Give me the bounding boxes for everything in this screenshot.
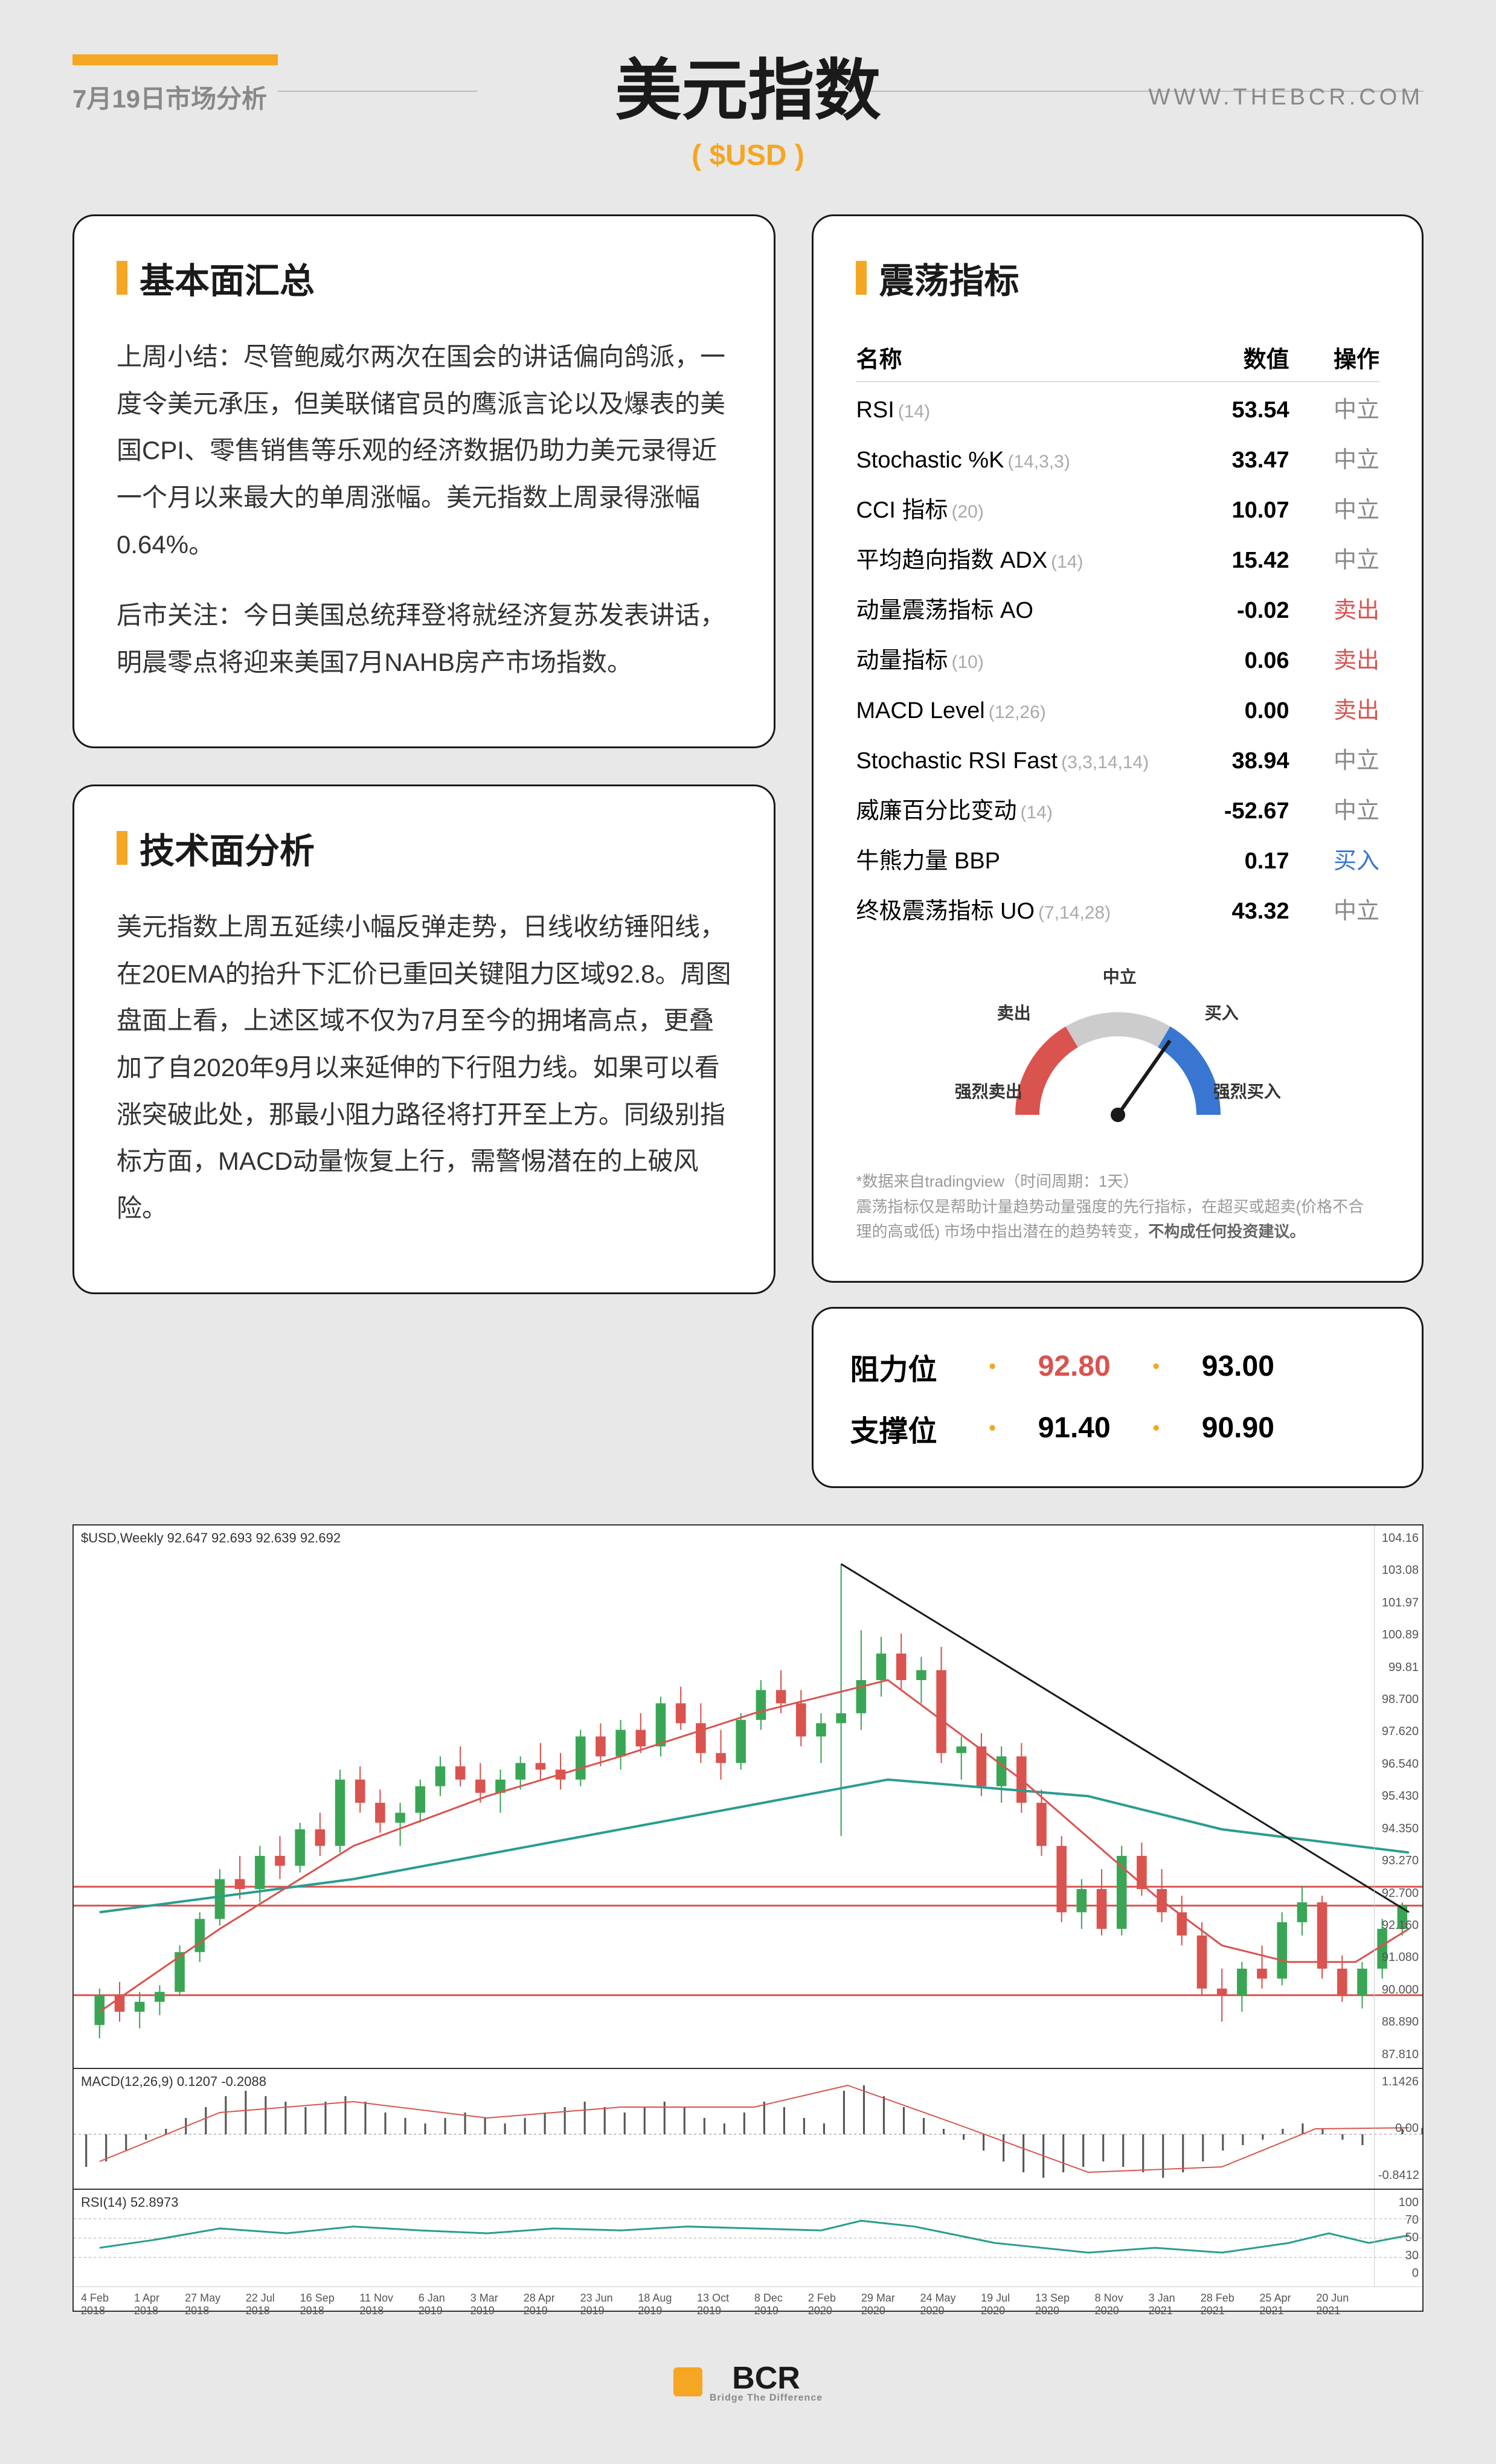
ind-name: 牛熊力量 BBP: [856, 842, 1181, 875]
ind-value: 38.94: [1181, 748, 1289, 774]
ind-value: -0.02: [1181, 598, 1289, 624]
divider: [278, 91, 477, 92]
indicator-row: Stochastic RSI Fast(3,3,14,14) 38.94 中立: [856, 733, 1379, 783]
fundamentals-p2: 后市关注：今日美国总统拜登将就经济复苏发表讲话，明晨零点将迎来美国7月NAHB房…: [117, 592, 731, 685]
oscillators-card: 震荡指标 名称 数值 操作 RSI(14) 53.54 中立Stochastic…: [812, 214, 1424, 1283]
gauge-strong-sell: 强烈卖出: [955, 1079, 1022, 1103]
header: 7月19日市场分析 WWW.THEBCR.COM 美元指数 ( $USD ): [0, 0, 1496, 190]
ind-value: 0.00: [1181, 698, 1289, 724]
sentiment-gauge: 中立 卖出 买入 强烈卖出 强烈买入: [949, 958, 1287, 1151]
col-action: 操作: [1289, 341, 1379, 374]
ind-value: -52.67: [1181, 798, 1289, 824]
bullet-icon: •: [989, 1355, 995, 1378]
ind-value: 10.07: [1181, 498, 1289, 524]
ind-value: 0.06: [1181, 648, 1289, 674]
ind-action: 中立: [1289, 441, 1379, 474]
resistance-2: 93.00: [1178, 1350, 1299, 1383]
indicator-row: Stochastic %K(14,3,3) 33.47 中立: [856, 432, 1379, 483]
ind-name: 动量指标(10): [856, 641, 1181, 675]
ind-action: 中立: [1289, 391, 1379, 424]
bullet-icon: •: [1153, 1417, 1160, 1439]
indicators-table: 名称 数值 操作 RSI(14) 53.54 中立Stochastic %K(1…: [856, 333, 1379, 934]
ind-name: MACD Level(12,26): [856, 698, 1181, 724]
ind-action: 中立: [1289, 491, 1379, 524]
gauge-buy: 买入: [1205, 1000, 1239, 1024]
indicator-row: 平均趋向指数 ADX(14) 15.42 中立: [856, 533, 1379, 583]
logo-subtitle: Bridge The Difference: [710, 2393, 823, 2404]
col-name: 名称: [856, 341, 1181, 374]
indicator-row: 牛熊力量 BBP 0.17 买入: [856, 833, 1379, 884]
card-title: 基本面汇总: [117, 252, 731, 303]
ind-name: 平均趋向指数 ADX(14): [856, 541, 1181, 574]
logo-text: BCR: [710, 2360, 823, 2396]
resistance-1: 92.80: [1014, 1350, 1135, 1383]
ind-name: 动量震荡指标 AO: [856, 591, 1181, 624]
indicator-row: MACD Level(12,26) 0.00 卖出: [856, 683, 1379, 733]
ind-action: 中立: [1289, 742, 1379, 775]
support-1: 91.40: [1014, 1411, 1135, 1445]
chart-rsi-label: RSI(14) 52.8973: [81, 2195, 178, 2210]
fundamentals-p1: 上周小结：尽管鲍威尔两次在国会的讲话偏向鸽派，一度令美元承压，但美联储官员的鹰派…: [117, 333, 731, 568]
chart-main-label: $USD,Weekly 92.647 92.693 92.639 92.692: [81, 1530, 341, 1546]
ind-value: 0.17: [1181, 849, 1289, 874]
ind-action: 中立: [1289, 541, 1379, 574]
levels-card: 阻力位 • 92.80 • 93.00 支撑位 • 91.40 • 90.90: [812, 1307, 1424, 1488]
ind-action: 卖出: [1289, 591, 1379, 624]
ind-action: 买入: [1289, 842, 1379, 875]
card-title: 震荡指标: [856, 252, 1379, 303]
indicator-row: 终极震荡指标 UO(7,14,28) 43.32 中立: [856, 884, 1379, 934]
ind-name: Stochastic %K(14,3,3): [856, 448, 1181, 473]
indicator-row: CCI 指标(20) 10.07 中立: [856, 483, 1379, 533]
indicator-row: 动量震荡指标 AO -0.02 卖出: [856, 583, 1379, 633]
fundamentals-card: 基本面汇总 上周小结：尽管鲍威尔两次在国会的讲话偏向鸽派，一度令美元承压，但美联…: [72, 214, 775, 748]
indicator-row: RSI(14) 53.54 中立: [856, 382, 1379, 432]
page-title: 美元指数: [615, 36, 881, 133]
chart-macd-label: MACD(12,26,9) 0.1207 -0.2088: [81, 2074, 266, 2090]
accent-bar: [72, 54, 278, 65]
indicator-row: 动量指标(10) 0.06 卖出: [856, 633, 1379, 683]
support-label: 支撑位: [850, 1407, 971, 1449]
ind-value: 43.32: [1181, 899, 1289, 925]
logo-icon: [673, 2367, 702, 2396]
ind-name: 终极震荡指标 UO(7,14,28): [856, 892, 1181, 925]
bullet-icon: •: [1153, 1355, 1160, 1378]
ind-value: 15.42: [1181, 548, 1289, 574]
ind-action: 卖出: [1289, 691, 1379, 725]
ind-name: 威廉百分比变动(14): [856, 792, 1181, 825]
resistance-label: 阻力位: [850, 1346, 971, 1388]
date-label: 7月19日市场分析: [72, 79, 267, 115]
ind-action: 中立: [1289, 792, 1379, 825]
disclaimer: *数据来自tradingview（时间周期：1天） 震荡指标仅是帮助计量趋势动量…: [856, 1169, 1379, 1245]
ticker-label: ( $USD ): [72, 139, 1424, 172]
ind-action: 卖出: [1289, 641, 1379, 675]
gauge-neutral: 中立: [1103, 964, 1137, 988]
ind-value: 33.47: [1181, 448, 1289, 473]
bullet-icon: •: [989, 1417, 995, 1439]
support-2: 90.90: [1178, 1411, 1299, 1445]
ind-name: Stochastic RSI Fast(3,3,14,14): [856, 748, 1181, 774]
technical-p1: 美元指数上周五延续小幅反弹走势，日线收纺锤阳线，在20EMA的抬升下汇价已重回关…: [117, 903, 731, 1232]
gauge-sell: 卖出: [997, 1000, 1031, 1024]
logo: BCR Bridge The Difference: [673, 2360, 823, 2404]
indicator-row: 威廉百分比变动(14) -52.67 中立: [856, 783, 1379, 833]
price-chart: $USD,Weekly 92.647 92.693 92.639 92.692 …: [72, 1524, 1424, 2312]
ind-name: RSI(14): [856, 397, 1181, 423]
card-title: 技术面分析: [117, 823, 731, 873]
col-value: 数值: [1181, 341, 1289, 374]
ind-name: CCI 指标(20): [856, 491, 1181, 524]
ind-action: 中立: [1289, 892, 1379, 925]
ind-value: 53.54: [1181, 397, 1289, 423]
footer: BCR Bridge The Difference: [0, 2336, 1496, 2428]
technical-card: 技术面分析 美元指数上周五延续小幅反弹走势，日线收纺锤阳线，在20EMA的抬升下…: [72, 784, 775, 1294]
website-url: WWW.THEBCR.COM: [1148, 85, 1424, 111]
gauge-strong-buy: 强烈买入: [1213, 1079, 1281, 1103]
